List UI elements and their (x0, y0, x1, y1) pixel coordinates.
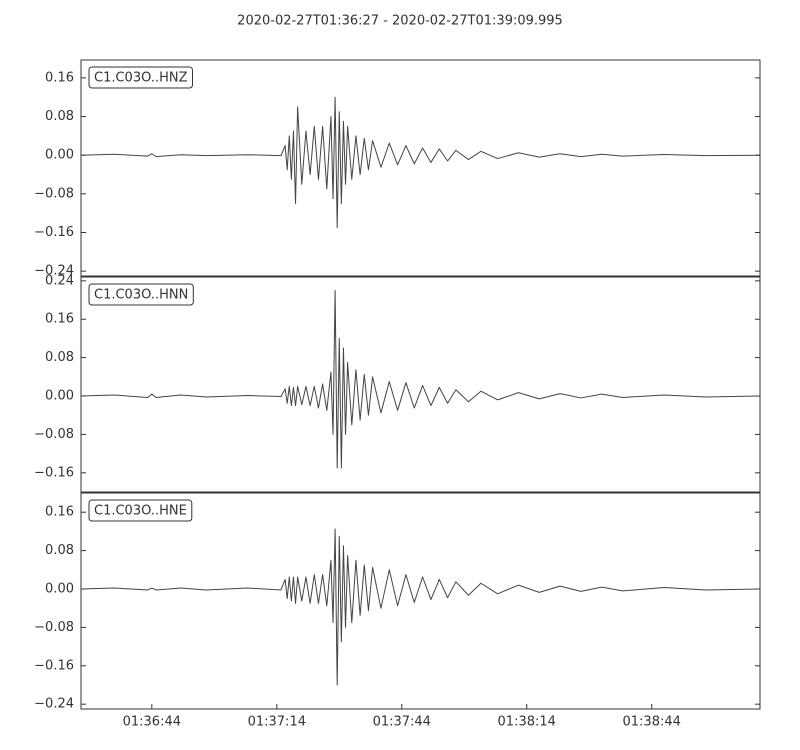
y-tick-label: −0.16 (34, 225, 74, 240)
y-tick-label: −0.24 (34, 697, 74, 712)
y-tick-label: −0.16 (34, 658, 74, 673)
trace-label-box (88, 499, 193, 522)
panel-frame (80, 59, 761, 277)
y-tick-label: 0.16 (45, 312, 74, 327)
x-tick-label: 01:38:44 (623, 715, 681, 730)
x-tick-label: 01:38:14 (498, 715, 556, 730)
y-tick-label: 0.16 (45, 70, 74, 85)
y-tick-label: −0.08 (34, 620, 74, 635)
y-tick-label: 0.00 (45, 582, 74, 597)
y-tick-label: −0.08 (34, 186, 74, 201)
panel-frame (80, 492, 761, 710)
trace (80, 96, 761, 229)
y-tick-label: 0.24 (45, 273, 74, 288)
y-tick-label: −0.08 (34, 427, 74, 442)
panel-frame (80, 276, 761, 493)
trace-label: C1.C03O..HNN (94, 288, 188, 303)
trace (80, 528, 761, 686)
x-tick-label: 01:37:14 (248, 715, 306, 730)
y-tick-label: 0.00 (45, 148, 74, 163)
y-tick-label: 0.08 (45, 350, 74, 365)
chart-title: 2020-02-27T01:36:27 - 2020-02-27T01:39:0… (237, 14, 563, 29)
trace-label-box (88, 66, 193, 89)
x-tick-label: 01:36:44 (123, 715, 181, 730)
trace-label: C1.C03O..HNZ (94, 71, 188, 86)
x-tick-label: 01:37:44 (373, 715, 431, 730)
trace-label-box (88, 283, 194, 306)
y-tick-label: 0.00 (45, 389, 74, 404)
y-tick-label: −0.24 (34, 264, 74, 279)
y-tick-label: 0.16 (45, 505, 74, 520)
y-tick-label: −0.16 (34, 465, 74, 480)
y-tick-label: 0.08 (45, 109, 74, 124)
trace (80, 289, 761, 469)
y-tick-label: 0.08 (45, 543, 74, 558)
trace-label: C1.C03O..HNE (94, 504, 187, 519)
